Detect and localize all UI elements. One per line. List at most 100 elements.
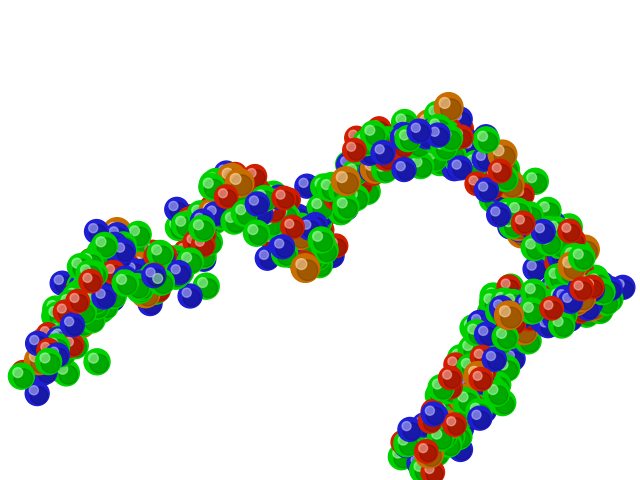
Circle shape [411, 441, 428, 458]
Circle shape [367, 117, 391, 140]
Circle shape [295, 174, 319, 198]
Circle shape [34, 367, 51, 384]
Circle shape [568, 298, 591, 322]
Circle shape [444, 130, 452, 139]
Circle shape [500, 172, 510, 182]
Circle shape [61, 285, 84, 309]
Circle shape [329, 192, 346, 208]
Circle shape [468, 366, 479, 377]
Circle shape [448, 382, 458, 391]
Circle shape [113, 266, 137, 290]
Circle shape [140, 272, 157, 289]
Circle shape [257, 204, 266, 212]
Circle shape [472, 405, 490, 423]
Circle shape [337, 153, 360, 177]
Circle shape [118, 258, 145, 284]
Circle shape [52, 301, 61, 310]
Circle shape [456, 156, 465, 167]
Circle shape [41, 342, 50, 351]
Circle shape [509, 210, 520, 221]
Circle shape [558, 219, 581, 243]
Circle shape [442, 389, 461, 408]
Circle shape [107, 242, 126, 261]
Circle shape [564, 249, 591, 275]
Circle shape [406, 436, 430, 460]
Circle shape [479, 182, 488, 191]
Circle shape [51, 335, 77, 360]
Circle shape [50, 271, 74, 295]
Circle shape [590, 275, 609, 294]
Circle shape [529, 224, 538, 233]
Circle shape [290, 208, 299, 217]
Circle shape [504, 328, 522, 347]
Circle shape [401, 123, 430, 151]
Circle shape [421, 116, 442, 136]
Circle shape [218, 189, 227, 198]
Circle shape [133, 280, 152, 299]
Circle shape [582, 277, 600, 294]
Circle shape [444, 427, 453, 437]
Circle shape [271, 191, 289, 207]
Circle shape [74, 295, 98, 318]
Circle shape [508, 218, 531, 242]
Circle shape [448, 345, 474, 371]
Circle shape [483, 380, 509, 406]
Circle shape [90, 274, 113, 298]
Circle shape [275, 239, 284, 248]
Circle shape [581, 301, 598, 319]
Circle shape [291, 209, 314, 233]
Circle shape [558, 300, 575, 318]
Circle shape [459, 149, 485, 175]
Circle shape [468, 311, 492, 335]
Circle shape [333, 193, 350, 210]
Circle shape [422, 445, 439, 462]
Circle shape [296, 255, 313, 273]
Circle shape [124, 264, 143, 282]
Circle shape [92, 285, 116, 309]
Circle shape [573, 304, 581, 312]
Circle shape [189, 243, 210, 264]
Circle shape [527, 206, 553, 232]
Circle shape [366, 141, 377, 151]
Circle shape [529, 212, 538, 220]
Circle shape [527, 303, 544, 321]
Circle shape [430, 107, 449, 126]
Circle shape [307, 223, 317, 233]
Circle shape [502, 176, 522, 197]
Circle shape [50, 308, 69, 326]
Circle shape [465, 139, 474, 148]
Circle shape [98, 244, 107, 253]
Circle shape [265, 186, 275, 195]
Circle shape [442, 413, 451, 423]
Circle shape [397, 138, 414, 156]
Circle shape [408, 138, 432, 162]
Circle shape [304, 245, 330, 271]
Circle shape [112, 270, 138, 296]
Circle shape [49, 324, 74, 350]
Circle shape [401, 135, 420, 154]
Circle shape [95, 270, 115, 291]
Circle shape [415, 435, 436, 456]
Circle shape [563, 279, 582, 298]
Circle shape [460, 151, 478, 170]
Circle shape [253, 199, 276, 223]
Circle shape [110, 232, 136, 258]
Circle shape [328, 198, 353, 225]
Circle shape [285, 221, 314, 250]
Circle shape [236, 184, 259, 207]
Circle shape [468, 141, 487, 159]
Circle shape [515, 315, 531, 332]
Circle shape [145, 267, 154, 277]
Circle shape [248, 209, 272, 233]
Circle shape [46, 308, 56, 317]
Circle shape [134, 275, 144, 284]
Circle shape [49, 297, 72, 321]
Circle shape [566, 249, 585, 268]
Circle shape [178, 205, 202, 228]
Circle shape [88, 353, 99, 363]
Circle shape [70, 299, 96, 324]
Circle shape [498, 168, 515, 185]
Circle shape [453, 145, 470, 162]
Circle shape [111, 248, 128, 264]
Circle shape [546, 224, 570, 248]
